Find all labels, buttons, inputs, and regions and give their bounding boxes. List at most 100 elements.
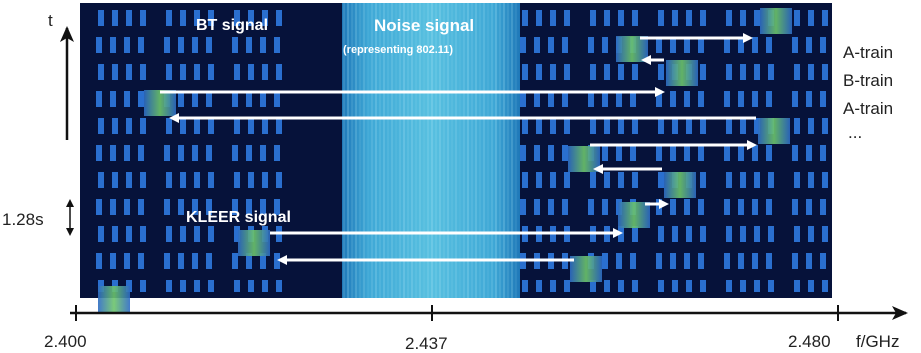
bt-bar xyxy=(604,10,610,26)
bt-bar xyxy=(726,226,732,242)
bt-bar xyxy=(194,172,200,188)
bt-bar xyxy=(192,91,198,107)
bt-bar xyxy=(754,10,760,26)
bt-bar xyxy=(754,172,760,188)
bt-bar xyxy=(126,118,132,134)
bt-bar xyxy=(768,280,774,292)
bt-bar xyxy=(602,91,608,107)
bt-bar xyxy=(752,199,758,215)
bt-bar xyxy=(766,199,772,215)
bt-bar xyxy=(262,280,268,292)
bt-bar xyxy=(656,253,662,269)
bt-bar xyxy=(754,118,760,134)
bt-bar xyxy=(602,37,608,53)
bt-bar xyxy=(550,280,556,292)
bt-bar xyxy=(670,145,676,161)
bt-bar xyxy=(564,280,570,292)
bt-bar xyxy=(96,145,102,161)
bt-bar xyxy=(208,118,214,134)
bt-bar xyxy=(738,91,744,107)
bt-bar xyxy=(140,64,146,80)
bt-bar xyxy=(206,199,212,215)
bt-bar xyxy=(140,10,146,26)
bt-bar xyxy=(792,91,798,107)
bt-bar xyxy=(564,118,570,134)
bt-bar xyxy=(140,118,146,134)
bt-bar xyxy=(632,64,638,80)
bt-bar xyxy=(590,64,596,80)
bt-bar xyxy=(602,145,608,161)
kleer-block xyxy=(238,230,270,256)
bt-bar xyxy=(808,280,814,292)
noise-signal-note: (representing 802.11) xyxy=(343,44,453,56)
bt-bar xyxy=(262,172,268,188)
bt-bar xyxy=(138,145,144,161)
bt-bar xyxy=(766,253,772,269)
bt-bar xyxy=(260,199,266,215)
bt-bar xyxy=(124,91,130,107)
bt-bar xyxy=(724,145,730,161)
bt-bar xyxy=(820,37,826,53)
bt-bar xyxy=(98,64,104,80)
bt-bar xyxy=(124,253,130,269)
bt-bar xyxy=(178,145,184,161)
bt-bar xyxy=(820,91,826,107)
bt-bar xyxy=(740,280,746,292)
bt-bar xyxy=(618,172,624,188)
bt-bar xyxy=(698,37,704,53)
bt-bar xyxy=(670,199,676,215)
bt-bar xyxy=(534,37,540,53)
bt-bar xyxy=(794,118,800,134)
bt-bar xyxy=(724,253,730,269)
bt-bar xyxy=(616,91,622,107)
bt-bar xyxy=(192,37,198,53)
bt-bar xyxy=(684,253,690,269)
bt-bar xyxy=(656,37,662,53)
bt-bar xyxy=(96,37,102,53)
bt-bar xyxy=(590,10,596,26)
bt-bar xyxy=(616,145,622,161)
bt-bar xyxy=(822,118,828,134)
bt-bar xyxy=(724,37,730,53)
bt-bar xyxy=(700,280,706,292)
bt-bar xyxy=(740,226,746,242)
kleer-signal-blocks xyxy=(98,8,792,312)
bt-bar xyxy=(166,280,172,292)
bt-bar xyxy=(700,10,706,26)
bt-bar xyxy=(630,253,636,269)
bt-bar xyxy=(564,172,570,188)
bt-bar xyxy=(632,10,638,26)
bt-bar xyxy=(604,64,610,80)
bt-bar xyxy=(112,172,118,188)
bt-bar xyxy=(658,226,664,242)
bt-bar xyxy=(806,199,812,215)
bt-bar xyxy=(124,199,130,215)
train-label: ... xyxy=(848,123,862,142)
bt-bar xyxy=(604,280,610,292)
bt-bar xyxy=(178,37,184,53)
bt-bar xyxy=(794,226,800,242)
kleer-block xyxy=(568,146,600,172)
bt-bar xyxy=(550,172,556,188)
bt-bar xyxy=(766,145,772,161)
bt-bar xyxy=(794,64,800,80)
noise-band xyxy=(342,3,520,298)
bt-bar xyxy=(166,172,172,188)
bt-bar xyxy=(632,118,638,134)
bt-bar xyxy=(700,64,706,80)
bt-bar xyxy=(740,10,746,26)
bt-bar xyxy=(684,199,690,215)
bt-bar xyxy=(124,145,130,161)
bt-bar xyxy=(208,10,214,26)
bt-bar xyxy=(234,280,240,292)
bt-bar xyxy=(562,37,568,53)
bt-bar xyxy=(206,253,212,269)
bt-bar xyxy=(126,10,132,26)
bt-bar xyxy=(602,199,608,215)
bt-bar xyxy=(180,64,186,80)
bt-bar xyxy=(752,253,758,269)
kleer-block xyxy=(758,118,790,144)
bt-bar xyxy=(166,118,172,134)
slot-duration-arrowhead-top xyxy=(66,199,74,207)
train-label: B-train xyxy=(843,71,893,90)
